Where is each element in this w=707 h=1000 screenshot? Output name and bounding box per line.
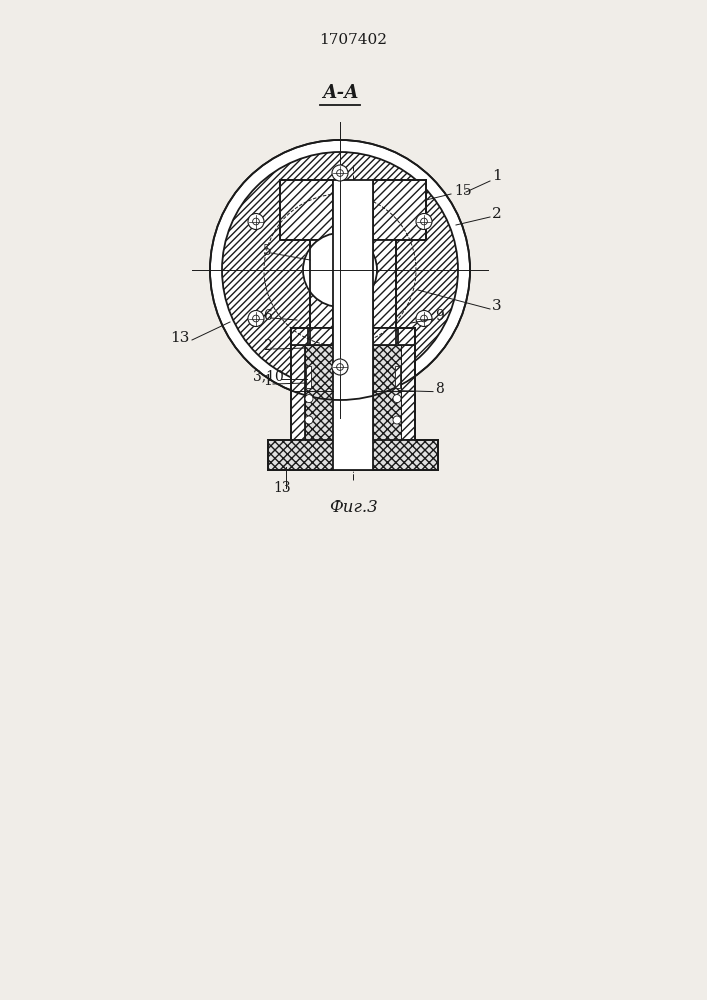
Text: 1: 1 — [492, 169, 502, 183]
Bar — [373, 345, 401, 440]
Bar — [333, 180, 373, 470]
Circle shape — [332, 165, 348, 181]
Circle shape — [210, 140, 470, 400]
Bar — [310, 328, 333, 345]
Circle shape — [302, 232, 378, 308]
Circle shape — [393, 395, 401, 403]
Circle shape — [303, 233, 377, 307]
Text: 2: 2 — [492, 207, 502, 221]
Bar — [268, 440, 438, 470]
Text: 1: 1 — [263, 374, 272, 388]
Text: Фиг.3: Фиг.3 — [329, 499, 378, 516]
Text: 3: 3 — [492, 299, 502, 313]
Text: 6: 6 — [263, 309, 271, 323]
Bar — [401, 345, 415, 440]
Bar — [310, 240, 333, 328]
Text: 15: 15 — [454, 184, 472, 198]
Circle shape — [393, 416, 401, 424]
Bar — [291, 328, 308, 345]
Circle shape — [332, 359, 348, 375]
Text: А-А: А-А — [322, 84, 358, 102]
Circle shape — [222, 152, 458, 388]
Bar — [306, 366, 311, 388]
Bar — [373, 240, 396, 328]
Bar — [373, 328, 396, 345]
Circle shape — [248, 214, 264, 230]
Circle shape — [416, 310, 432, 326]
Bar — [398, 328, 415, 345]
Circle shape — [416, 214, 432, 230]
Text: 3,10: 3,10 — [253, 370, 284, 384]
Text: 8: 8 — [435, 382, 444, 396]
Bar — [291, 345, 305, 440]
Bar — [373, 180, 426, 240]
Text: 13: 13 — [273, 481, 291, 495]
Text: 13: 13 — [170, 331, 189, 345]
Circle shape — [305, 395, 313, 403]
Text: 2: 2 — [263, 339, 271, 353]
Circle shape — [305, 416, 313, 424]
Text: 9: 9 — [435, 309, 444, 323]
Bar — [305, 345, 333, 440]
Text: 5: 5 — [263, 244, 271, 258]
Bar — [280, 180, 333, 240]
Bar — [395, 366, 400, 388]
Circle shape — [248, 310, 264, 326]
Text: 1707402: 1707402 — [319, 33, 387, 47]
Text: Фиг.2: Фиг.2 — [315, 440, 364, 456]
